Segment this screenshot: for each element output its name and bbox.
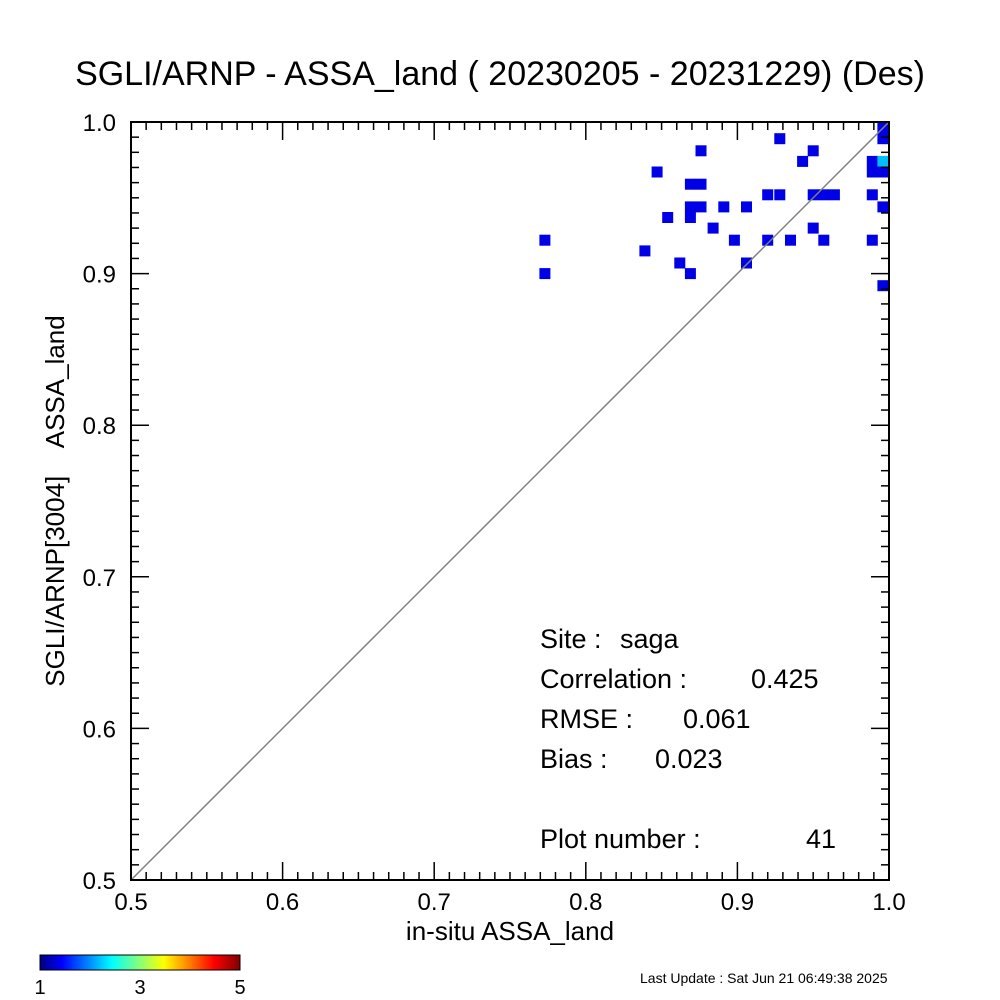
y-axis-label: SGLI/ARNP[3004] ASSA_land: [40, 315, 70, 686]
data-point-20: [774, 189, 786, 201]
y-tick-label-0: 0.5: [83, 868, 116, 895]
axis-tick-labels: 0.5 0.6 0.7 0.8 0.9 1.0 0.5 0.6 0.7 0.8 0.9 1.0: [83, 110, 906, 916]
data-point-21: [774, 133, 786, 145]
data-point-32: [866, 166, 878, 178]
data-point-11: [695, 201, 707, 213]
data-marks: [539, 122, 889, 292]
data-point-31: [866, 189, 878, 201]
colorbar-label-min: 1: [34, 977, 45, 999]
x-tick-label-3: 0.8: [569, 889, 602, 916]
x-tick-label-0: 0.5: [114, 889, 147, 916]
y-tick-label-3: 0.8: [83, 413, 116, 440]
x-tick-label-5: 1.0: [872, 889, 905, 916]
colorbar-gradient: [39, 954, 241, 971]
correlation-value: 0.425: [751, 664, 819, 694]
rmse-value: 0.061: [683, 704, 751, 734]
data-point-29: [828, 189, 840, 201]
data-point-37: [877, 280, 889, 292]
axis-ticks: [130, 121, 890, 881]
data-point-30: [866, 234, 878, 246]
data-point-6: [684, 268, 696, 280]
data-point-16: [741, 257, 752, 269]
data-point-4: [662, 212, 674, 223]
data-point-18: [762, 234, 774, 246]
x-tick-label-2: 0.7: [418, 889, 451, 916]
data-point-13: [707, 222, 719, 234]
data-point-27: [818, 189, 830, 201]
x-tick-label-1: 0.6: [266, 889, 299, 916]
bias-value: 0.023: [655, 744, 723, 774]
x-tick-label-4: 0.9: [721, 889, 754, 916]
plot-number-label: Plot number :: [540, 824, 701, 854]
one-to-one-line: [130, 121, 890, 881]
data-point-3: [651, 166, 663, 178]
data-point-22: [785, 234, 796, 246]
data-point-24: [807, 222, 819, 234]
rmse-label: RMSE :: [540, 704, 633, 734]
data-point-7: [684, 212, 696, 223]
data-point-2: [639, 245, 651, 257]
data-point-25: [807, 189, 819, 201]
last-update-text: Last Update : Sat Jun 21 06:49:38 2025: [640, 970, 888, 986]
data-point-26: [807, 145, 819, 157]
site-label: Site :: [540, 624, 602, 654]
data-point-36: [877, 201, 889, 213]
data-point-35: [877, 166, 889, 178]
site-value: saga: [620, 624, 680, 654]
data-point-34: [877, 155, 889, 167]
data-point-23: [797, 155, 809, 167]
data-point-19: [762, 189, 774, 201]
y-tick-label-1: 0.6: [83, 716, 116, 743]
stats-box: Site : saga Correlation : 0.425 RMSE : 0…: [540, 624, 836, 854]
data-point-10: [695, 178, 707, 190]
correlation-label: Correlation :: [540, 664, 687, 694]
y-tick-label-2: 0.7: [83, 565, 116, 592]
x-axis-label: in-situ ASSA_land: [406, 916, 614, 946]
data-point-0: [539, 234, 551, 246]
data-point-12: [695, 145, 707, 157]
plot-number-value: 41: [806, 824, 836, 854]
data-point-28: [818, 234, 830, 246]
chart-title: SGLI/ARNP - ASSA_land ( 20230205 - 20231…: [75, 55, 925, 93]
data-point-14: [718, 201, 730, 213]
colorbar-label-max: 5: [234, 977, 245, 999]
colorbar: 1 3 5: [34, 954, 246, 999]
data-point-15: [728, 234, 740, 246]
data-point-1: [539, 268, 551, 280]
data-point-33: [866, 155, 878, 167]
data-point-5: [674, 257, 686, 269]
y-tick-label-4: 0.9: [83, 262, 116, 289]
data-point-39: [877, 133, 889, 145]
data-point-17: [741, 201, 752, 213]
colorbar-label-mid: 3: [134, 977, 145, 999]
data-point-9: [684, 178, 696, 190]
data-point-8: [684, 201, 696, 213]
bias-label: Bias :: [540, 744, 608, 774]
y-tick-label-5: 1.0: [83, 110, 116, 137]
